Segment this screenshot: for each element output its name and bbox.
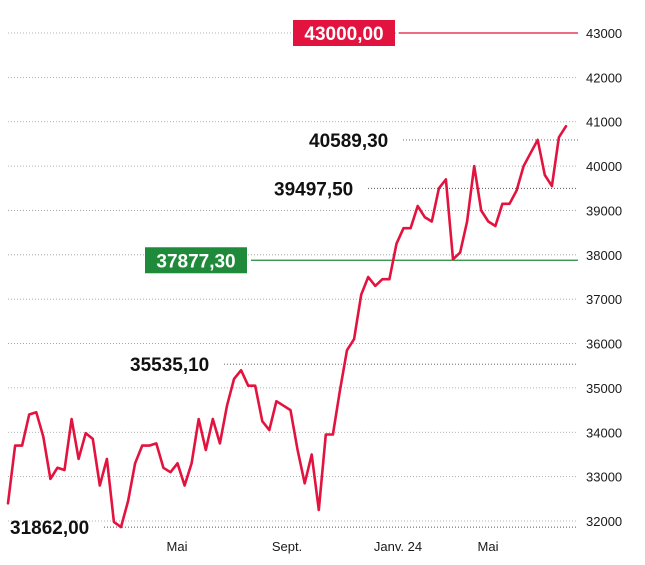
x-tick-label: Mai xyxy=(478,539,499,554)
series-line xyxy=(6,124,568,529)
reference-label-box xyxy=(145,247,247,274)
y-tick-label: 37000 xyxy=(586,292,622,307)
reference-label: 43000,00 xyxy=(304,24,383,45)
reference-label: 40589,30 xyxy=(309,131,388,152)
series-layer xyxy=(6,124,568,529)
y-tick-label: 40000 xyxy=(586,159,622,174)
y-tick-label: 42000 xyxy=(586,70,622,85)
x-tick-label: Sept. xyxy=(272,539,302,554)
y-tick-label: 32000 xyxy=(586,514,622,529)
y-tick-label: 41000 xyxy=(586,115,622,130)
y-axis: 32000 33000 34000 35000 36000 37000 38000 39000… xyxy=(586,26,622,529)
reference-label: 31862,00 xyxy=(10,518,89,539)
reference-label: 37877,30 xyxy=(156,251,235,272)
y-tick-label: 38000 xyxy=(586,248,622,263)
x-tick-label: Janv. 24 xyxy=(374,539,422,554)
y-tick-label: 43000 xyxy=(586,26,622,41)
y-tick-label: 39000 xyxy=(586,203,622,218)
reference-label: 35535,10 xyxy=(130,355,209,376)
y-tick-label: 35000 xyxy=(586,381,622,396)
x-axis: Mai Sept. Janv. 24 Mai xyxy=(167,539,499,554)
reference-label: 39497,50 xyxy=(274,179,353,200)
reference-label-box xyxy=(293,20,395,46)
y-tick-label: 33000 xyxy=(586,470,622,485)
y-tick-label: 34000 xyxy=(586,425,622,440)
reference-lines xyxy=(8,32,578,528)
x-tick-label: Mai xyxy=(167,539,188,554)
reference-labels: 43000,00 40589,30 39497,50 37877,30 35535,10… xyxy=(10,20,395,539)
y-tick-label: 36000 xyxy=(586,337,622,352)
